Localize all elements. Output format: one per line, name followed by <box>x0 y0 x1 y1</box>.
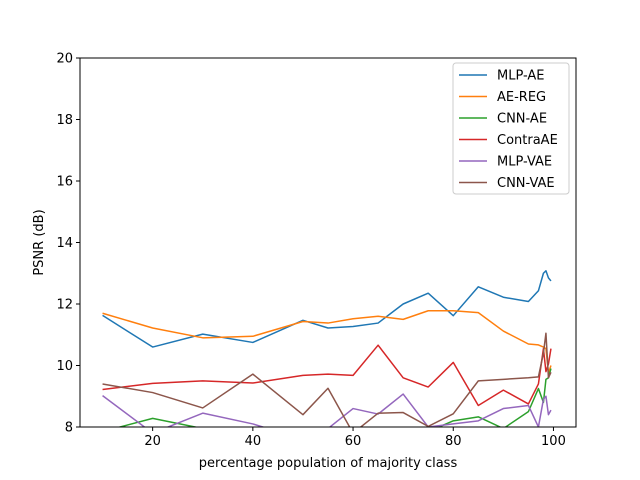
x-tick-label: 80 <box>445 434 462 449</box>
legend-label-cnn-ae: CNN-AE <box>497 112 547 127</box>
x-tick-label: 20 <box>144 434 161 449</box>
legend-label-mlp-vae: MLP-VAE <box>497 155 552 170</box>
series-layer <box>102 270 552 427</box>
x-tick-label: 100 <box>541 434 566 449</box>
x-axis-label: percentage population of majority class <box>199 456 458 471</box>
x-tick-label: 40 <box>245 434 262 449</box>
x-tick-label: 60 <box>345 434 362 449</box>
legend-label-ae-reg: AE-REG <box>497 90 546 105</box>
legend-label-mlp-ae: MLP-AE <box>497 69 545 84</box>
y-tick-label: 12 <box>56 298 73 313</box>
y-tick-label: 16 <box>56 175 73 190</box>
legend-label-contraae: ContraAE <box>497 133 558 148</box>
legend: MLP-AE AE-REG CNN-AE ContraAE MLP-VAE CNN-VAE <box>452 62 570 195</box>
y-axis: 8 10 12 14 16 18 20 <box>56 52 80 436</box>
series-line-ae-reg <box>102 310 552 374</box>
series-line-mlp-ae <box>102 270 552 348</box>
y-tick-label: 20 <box>56 52 73 67</box>
series-line-mlp-vae <box>102 393 552 427</box>
legend-label-cnn-vae: CNN-VAE <box>497 176 555 191</box>
x-axis: 20 40 60 80 100 <box>144 427 566 449</box>
y-tick-label: 10 <box>56 359 73 374</box>
y-tick-label: 18 <box>56 113 73 128</box>
y-tick-label: 8 <box>65 421 73 436</box>
y-axis-label: PSNR (dB) <box>32 209 47 275</box>
series-line-cnn-vae <box>102 332 552 427</box>
y-tick-label: 14 <box>56 236 73 251</box>
